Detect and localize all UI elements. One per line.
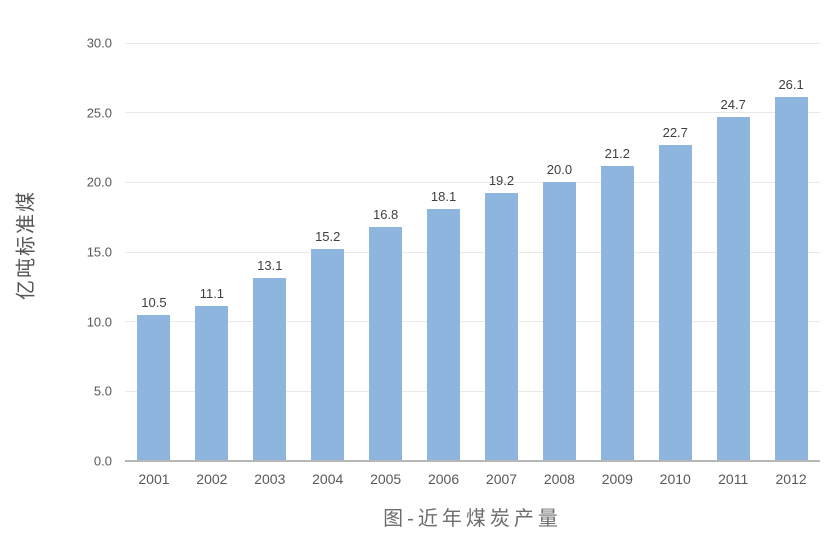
x-category-label: 2008 bbox=[543, 471, 575, 487]
y-tick-label: 0.0 bbox=[93, 453, 112, 469]
x-category-label: 2012 bbox=[775, 471, 807, 487]
bar-value-label: 20.0 bbox=[546, 162, 573, 178]
bar bbox=[137, 314, 171, 461]
y-axis-tick-labels: 0.0 5.0 10.0 15.0 20.0 25.0 30.0 bbox=[0, 36, 112, 469]
x-category-label: 2007 bbox=[485, 471, 518, 487]
bar bbox=[600, 165, 634, 461]
bar-column: 16.8 bbox=[357, 43, 415, 461]
bar-value-label: 16.8 bbox=[372, 206, 399, 222]
gridline bbox=[125, 251, 820, 253]
x-category-label: 2001 bbox=[138, 471, 170, 487]
bar-value-label: 15.2 bbox=[315, 229, 341, 245]
x-category-label: 2002 bbox=[196, 471, 228, 487]
x-category-label: 2009 bbox=[601, 471, 633, 487]
x-category-label: 2011 bbox=[718, 471, 749, 487]
bar-value-label: 18.1 bbox=[430, 188, 457, 204]
bar bbox=[774, 97, 808, 461]
y-tick-label: 25.0 bbox=[86, 105, 112, 121]
y-tick-label: 15.0 bbox=[86, 244, 112, 260]
bar-value-label: 21.2 bbox=[604, 145, 630, 161]
x-axis-category-labels: 2001 2002 2003 2004 2005 2006 2007 2008 2009 2010… bbox=[125, 471, 820, 487]
bar bbox=[369, 226, 403, 461]
bar-column: 26.1 bbox=[762, 43, 820, 461]
bar bbox=[311, 249, 345, 461]
bar-value-label: 26.1 bbox=[778, 77, 804, 93]
bar bbox=[195, 306, 229, 461]
gridline bbox=[125, 390, 820, 392]
plot-area: 10.5 11.1 13.1 15.2 16.8 18.1 19.2 20.0 21.2 22.7… bbox=[125, 42, 820, 462]
gridline bbox=[125, 42, 820, 44]
gridline bbox=[125, 181, 820, 183]
x-category-label: 2004 bbox=[312, 471, 344, 487]
bar bbox=[542, 182, 576, 461]
bar bbox=[427, 208, 461, 461]
bar-value-label: 11.1 bbox=[199, 286, 225, 302]
y-tick-label: 10.0 bbox=[86, 314, 112, 330]
bar-column: 11.1 bbox=[183, 43, 241, 461]
x-axis-line bbox=[125, 460, 820, 462]
bar-value-label: 19.2 bbox=[488, 173, 515, 189]
bar-column: 13.1 bbox=[241, 43, 299, 461]
bars-container: 10.5 11.1 13.1 15.2 16.8 18.1 19.2 20.0 21.2 22.7… bbox=[125, 43, 820, 461]
bar-column: 10.5 bbox=[125, 43, 183, 461]
y-tick-label: 20.0 bbox=[86, 174, 112, 190]
bar bbox=[484, 193, 518, 461]
bar-value-label: 24.7 bbox=[720, 96, 746, 112]
bar bbox=[716, 116, 750, 461]
bar-column: 18.1 bbox=[415, 43, 473, 461]
chart-title: 图-近年煤炭产量 bbox=[383, 508, 562, 530]
gridline bbox=[125, 112, 820, 114]
bar-column: 22.7 bbox=[646, 43, 704, 461]
x-category-label: 2005 bbox=[370, 471, 402, 487]
x-category-label: 2006 bbox=[427, 471, 460, 487]
bar bbox=[658, 144, 692, 461]
bar-column: 19.2 bbox=[473, 43, 531, 461]
x-category-label: 2003 bbox=[254, 471, 286, 487]
bar-column: 20.0 bbox=[530, 43, 588, 461]
bar-value-label: 10.5 bbox=[141, 294, 167, 310]
y-tick-label: 30.0 bbox=[86, 35, 112, 51]
y-tick-label: 5.0 bbox=[93, 383, 112, 399]
bar-column: 24.7 bbox=[704, 43, 762, 461]
bar-column: 21.2 bbox=[588, 43, 646, 461]
x-category-label: 2010 bbox=[659, 471, 691, 487]
bar bbox=[253, 278, 287, 461]
bar-value-label: 22.7 bbox=[662, 124, 688, 140]
bar-value-label: 13.1 bbox=[257, 258, 283, 274]
bar-column: 15.2 bbox=[299, 43, 357, 461]
gridline bbox=[125, 321, 820, 323]
